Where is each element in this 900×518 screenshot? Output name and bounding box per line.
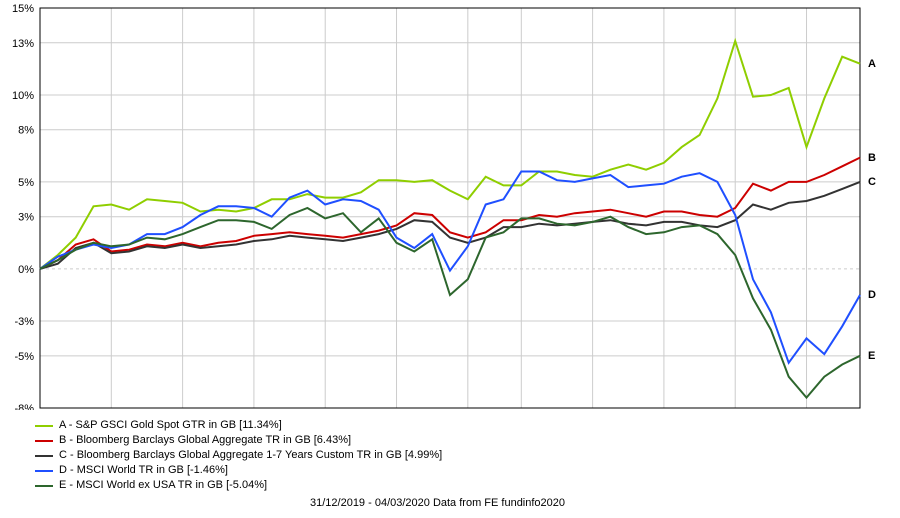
legend-swatch xyxy=(35,470,53,472)
svg-text:-3%: -3% xyxy=(14,316,34,328)
svg-text:0%: 0% xyxy=(18,264,34,276)
svg-text:-5%: -5% xyxy=(14,351,34,363)
svg-text:3%: 3% xyxy=(18,212,34,224)
legend: A - S&P GSCI Gold Spot GTR in GB [11.34%… xyxy=(35,418,442,493)
svg-text:8%: 8% xyxy=(18,125,34,137)
svg-text:-8%: -8% xyxy=(14,403,34,410)
legend-label: A - S&P GSCI Gold Spot GTR in GB [11.34%… xyxy=(59,418,282,433)
legend-item-C: C - Bloomberg Barclays Global Aggregate … xyxy=(35,448,442,463)
line-chart: -8%-5%-3%0%3%5%8%10%13%15%31 Dec06 Jan10… xyxy=(0,0,880,410)
legend-swatch xyxy=(35,440,53,442)
legend-swatch xyxy=(35,425,53,427)
legend-label: C - Bloomberg Barclays Global Aggregate … xyxy=(59,448,442,463)
svg-text:5%: 5% xyxy=(18,177,34,189)
footer-text: 31/12/2019 - 04/03/2020 Data from FE fun… xyxy=(310,497,565,509)
legend-label: B - Bloomberg Barclays Global Aggregate … xyxy=(59,433,351,448)
series-key-D: D xyxy=(868,289,876,301)
legend-item-A: A - S&P GSCI Gold Spot GTR in GB [11.34%… xyxy=(35,418,442,433)
chart-container: -8%-5%-3%0%3%5%8%10%13%15%31 Dec06 Jan10… xyxy=(0,0,900,518)
svg-text:15%: 15% xyxy=(12,3,34,15)
legend-swatch xyxy=(35,485,53,487)
legend-item-B: B - Bloomberg Barclays Global Aggregate … xyxy=(35,433,442,448)
legend-item-E: E - MSCI World ex USA TR in GB [-5.04%] xyxy=(35,478,442,493)
legend-swatch xyxy=(35,455,53,457)
legend-label: D - MSCI World TR in GB [-1.46%] xyxy=(59,463,228,478)
legend-label: E - MSCI World ex USA TR in GB [-5.04%] xyxy=(59,478,267,493)
series-key-A: A xyxy=(868,58,876,70)
legend-item-D: D - MSCI World TR in GB [-1.46%] xyxy=(35,463,442,478)
series-key-E: E xyxy=(868,350,875,362)
series-key-C: C xyxy=(868,176,876,188)
svg-text:10%: 10% xyxy=(12,90,34,102)
series-key-B: B xyxy=(868,152,876,164)
svg-text:13%: 13% xyxy=(12,38,34,50)
